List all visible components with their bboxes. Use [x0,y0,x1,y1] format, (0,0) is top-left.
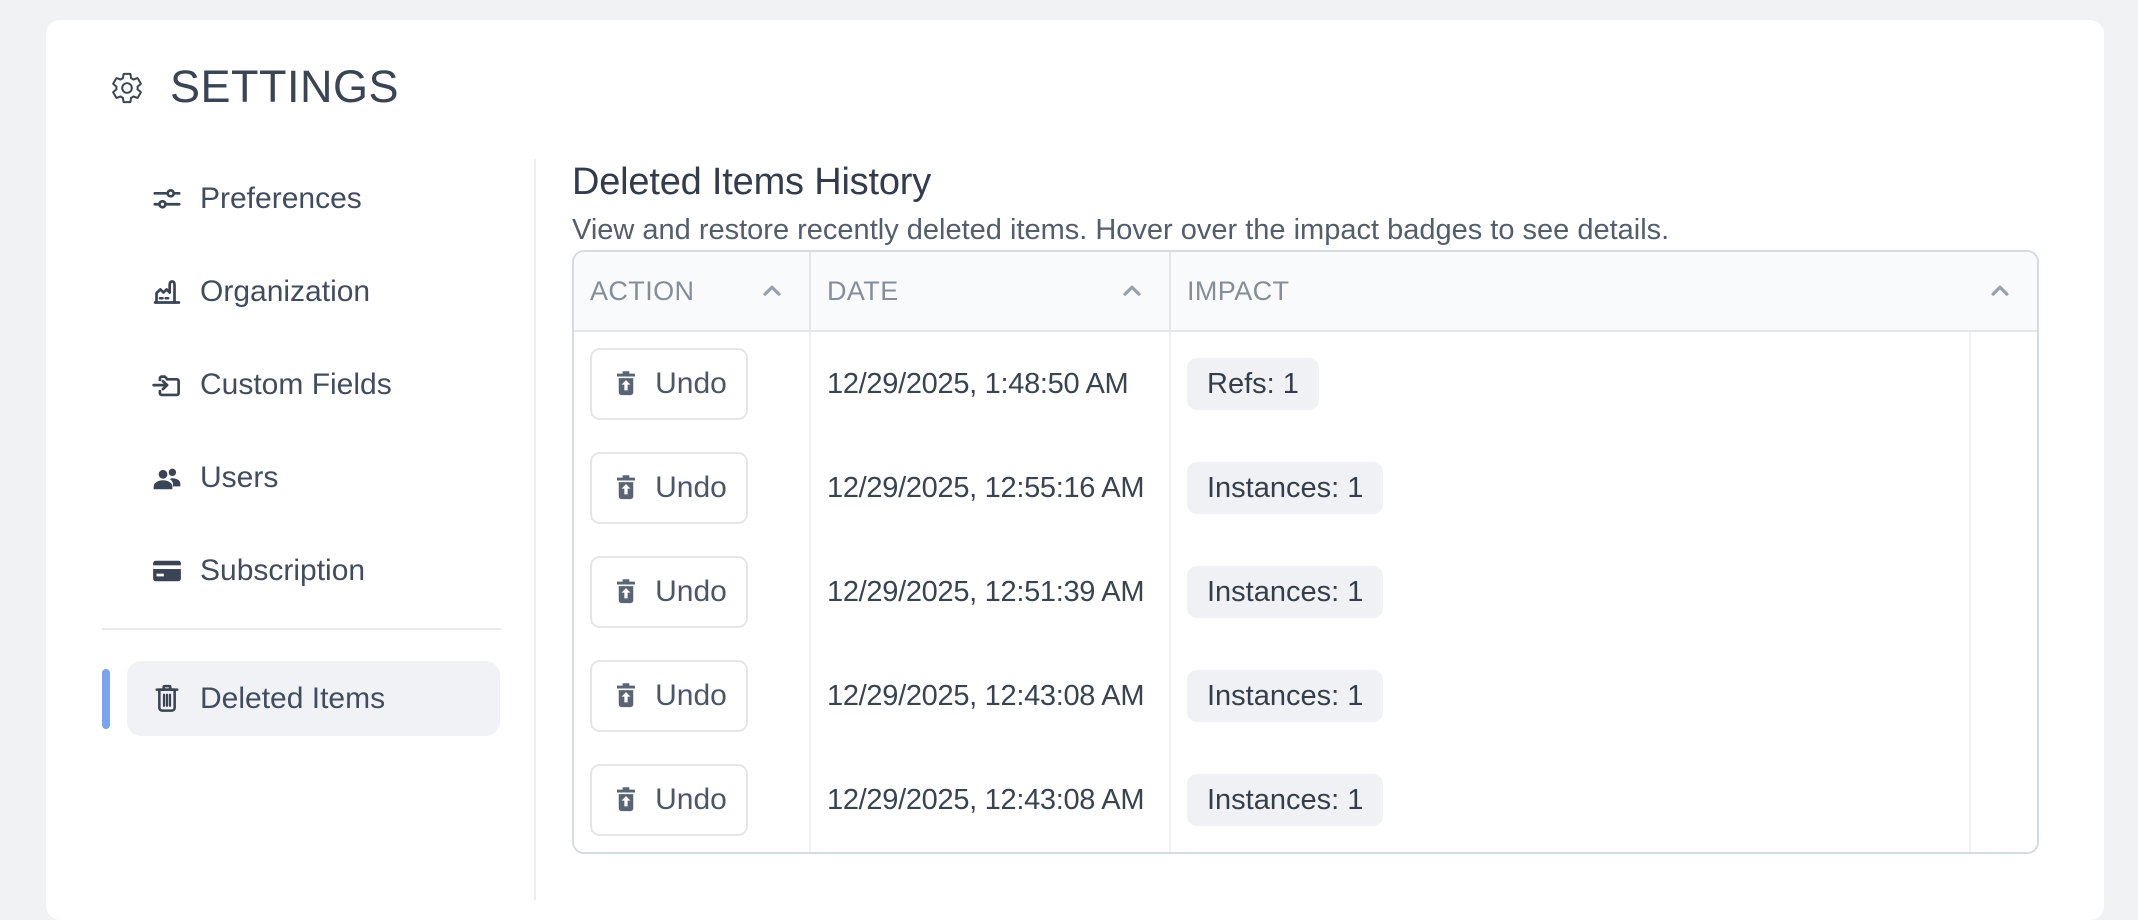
restore-from-trash-icon [617,683,636,708]
deleted-date: 12/29/2025, 12:51:39 AM [827,575,1145,608]
sidebar-item-organization[interactable]: Organization [127,256,500,328]
undo-button[interactable]: Undo [590,348,748,420]
impact-badge[interactable]: Instances: 1 [1187,670,1384,722]
column-header-label: DATE [827,275,899,306]
page-title: SETTINGS [170,61,400,112]
table-row: Undo 12/29/2025, 12:55:16 AM Instances: … [574,436,2037,540]
sidebar-divider [102,628,501,630]
restore-from-trash-icon [617,787,636,812]
deleted-date: 12/29/2025, 12:43:08 AM [827,679,1145,712]
undo-button[interactable]: Undo [590,556,748,628]
sort-asc-icon [757,276,787,306]
impact-cell: Instances: 1 [1171,748,1971,852]
table-row: Undo 12/29/2025, 12:51:39 AM Instances: … [574,540,2037,644]
restore-from-trash-icon [617,579,636,604]
sliders-icon [150,182,184,216]
sidebar-item-label: Subscription [200,554,366,587]
section-title: Deleted Items History [572,161,932,203]
sidebar-item-label: Organization [200,275,371,308]
sidebar-item-label: Users [200,461,279,494]
sidebar-item-label: Custom Fields [200,368,392,401]
settings-body: Preferences Organization Custom Fields U… [46,159,2104,900]
users-icon [150,461,184,495]
impact-cell: Refs: 1 [1171,332,1971,436]
settings-card: SETTINGS Preferences Organization Custom… [46,20,2104,920]
credit-card-icon [150,554,184,588]
table-row: Undo 12/29/2025, 12:43:08 AM Instances: … [574,644,2037,748]
column-header-label: ACTION [590,275,695,306]
impact-badge[interactable]: Instances: 1 [1187,774,1384,826]
section-subtitle: View and restore recently deleted items.… [572,214,1670,246]
page-header: SETTINGS [46,20,2104,159]
action-cell: Undo [574,540,811,644]
deleted-date: 12/29/2025, 12:43:08 AM [827,783,1145,816]
deleted-date: 12/29/2025, 1:48:50 AM [827,367,1129,400]
undo-button-label: Undo [655,783,727,816]
column-header-label: IMPACT [1187,275,1290,306]
undo-button-label: Undo [655,575,727,608]
undo-button[interactable]: Undo [590,764,748,836]
table-row: Undo 12/29/2025, 12:43:08 AM Instances: … [574,748,2037,852]
factory-icon [150,275,184,309]
sidebar-item-users[interactable]: Users [127,442,500,514]
restore-from-trash-icon [617,475,636,500]
filler-cell [1971,644,2037,748]
sidebar-nav-bottom: Deleted Items [46,661,534,736]
sidebar-item-deleted-items[interactable]: Deleted Items [127,661,500,736]
undo-button-label: Undo [655,471,727,504]
sidebar-item-label: Preferences [200,182,362,215]
table-body: Undo 12/29/2025, 1:48:50 AM Refs: 1 Undo… [574,332,2037,852]
folder-move-icon [150,368,184,402]
trash-icon [150,682,184,716]
filler-cell [1971,436,2037,540]
filler-cell [1971,332,2037,436]
main-content: Deleted Items History View and restore r… [536,159,2104,900]
sidebar: Preferences Organization Custom Fields U… [46,159,536,900]
date-cell: 12/29/2025, 12:43:08 AM [811,748,1171,852]
impact-badge[interactable]: Refs: 1 [1187,358,1319,410]
sidebar-item-preferences[interactable]: Preferences [127,163,500,235]
date-cell: 12/29/2025, 12:51:39 AM [811,540,1171,644]
column-header-date[interactable]: DATE [811,252,1171,330]
impact-badge[interactable]: Instances: 1 [1187,462,1384,514]
sidebar-item-label: Deleted Items [200,681,386,715]
impact-badge[interactable]: Instances: 1 [1187,566,1384,618]
table-row: Undo 12/29/2025, 1:48:50 AM Refs: 1 [574,332,2037,436]
column-header-impact[interactable]: IMPACT [1171,252,2037,330]
impact-cell: Instances: 1 [1171,436,1971,540]
date-cell: 12/29/2025, 12:43:08 AM [811,644,1171,748]
action-cell: Undo [574,748,811,852]
date-cell: 12/29/2025, 12:55:16 AM [811,436,1171,540]
action-cell: Undo [574,644,811,748]
filler-cell [1971,540,2037,644]
undo-button-label: Undo [655,679,727,712]
column-header-action[interactable]: ACTION [574,252,811,330]
deleted-items-table: ACTION DATE IMPACT [572,250,2039,854]
undo-button-label: Undo [655,367,727,400]
action-cell: Undo [574,436,811,540]
sort-asc-icon [1985,276,2015,306]
impact-cell: Instances: 1 [1171,644,1971,748]
restore-from-trash-icon [617,371,636,396]
impact-cell: Instances: 1 [1171,540,1971,644]
settings-gear-icon [112,72,142,104]
date-cell: 12/29/2025, 1:48:50 AM [811,332,1171,436]
sidebar-item-custom-fields[interactable]: Custom Fields [127,349,500,421]
deleted-date: 12/29/2025, 12:55:16 AM [827,471,1145,504]
sort-asc-icon [1117,276,1147,306]
sidebar-item-subscription[interactable]: Subscription [127,535,500,607]
action-cell: Undo [574,332,811,436]
undo-button[interactable]: Undo [590,452,748,524]
sidebar-nav-top: Preferences Organization Custom Fields U… [46,163,534,607]
filler-cell [1971,748,2037,852]
undo-button[interactable]: Undo [590,660,748,732]
table-header-row: ACTION DATE IMPACT [574,252,2037,332]
